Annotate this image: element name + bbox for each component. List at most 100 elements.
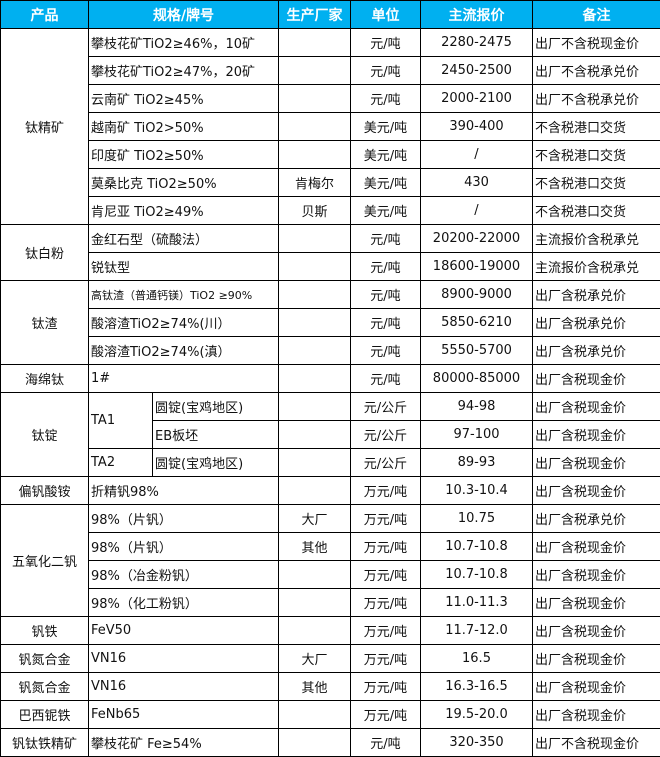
table-row: 五氧化二钒 98%（片钒） 大厂 万元/吨 10.75 出厂含税承兑价 <box>0 504 660 617</box>
maker-cell <box>278 28 351 57</box>
spec-cell: 金红石型（硫酸法） <box>88 224 279 253</box>
grade-cell: TA1 <box>88 392 153 449</box>
maker-cell: 大厂 <box>278 504 351 533</box>
maker-cell <box>278 420 351 449</box>
sub-spec-cell: EB板坯 <box>152 420 279 449</box>
table-row: 云南矿 TiO2≥45% 元/吨 2000-2100 出厂不含税承兑价 <box>1 84 660 113</box>
table-row: TA2 圆锭(宝鸡地区) 元/公斤 89-93 出厂含税现金价 <box>1 448 660 477</box>
maker-cell <box>278 308 351 337</box>
note-cell: 出厂含税承兑价 <box>532 308 660 337</box>
spec-cell: 莫桑比克 TiO2≥50% <box>88 168 279 197</box>
spec-cell: 98%（化工粉钒） <box>88 588 279 617</box>
header-price: 主流报价 <box>420 0 533 29</box>
price-cell: 2000-2100 <box>420 84 533 113</box>
price-cell: 94-98 <box>420 392 533 421</box>
table-row: 越南矿 TiO2>50% 美元/吨 390-400 不含税港口交货 <box>1 112 660 141</box>
product-cell: 钛白粉 <box>0 224 89 281</box>
table-row: 肯尼亚 TiO2≥49% 贝斯 美元/吨 / 不含税港口交货 <box>1 196 660 225</box>
unit-cell: 万元/吨 <box>350 560 421 589</box>
table-row: 钛渣 高钛渣（普通钙镁）TiO2 ≥90% 元/吨 8900-9000 出厂含税承兑价 <box>0 280 660 365</box>
spec-cell: 云南矿 TiO2≥45% <box>88 84 279 113</box>
header-product: 产品 <box>0 0 89 29</box>
spec-cell: 攀枝花矿 Fe≥54% <box>88 728 279 757</box>
header-unit: 单位 <box>350 0 421 29</box>
maker-cell <box>278 616 351 645</box>
maker-cell <box>278 56 351 85</box>
maker-cell <box>278 252 351 281</box>
unit-cell: 美元/吨 <box>350 140 421 169</box>
price-cell: 10.7-10.8 <box>420 560 533 589</box>
table-row: 酸溶渣TiO2≥74%(滇） 元/吨 5550-5700 出厂含税承兑价 <box>1 336 660 365</box>
unit-cell: 万元/吨 <box>350 532 421 561</box>
product-cell: 钛精矿 <box>0 28 89 225</box>
spec-cell: 酸溶渣TiO2≥74%(川） <box>88 308 279 337</box>
table-row: 钛锭 TA1 圆锭(宝鸡地区) 元/公斤 94-98 出厂含税现金价 <box>0 392 660 477</box>
maker-cell: 肯梅尔 <box>278 168 351 197</box>
spec-cell: FeNb65 <box>88 700 279 729</box>
maker-cell <box>278 364 351 393</box>
sub-spec-cell: 圆锭(宝鸡地区) <box>152 448 279 477</box>
unit-cell: 万元/吨 <box>350 672 421 701</box>
price-cell: 19.5-20.0 <box>420 700 533 729</box>
spec-cell: FeV50 <box>88 616 279 645</box>
spec-cell: 酸溶渣TiO2≥74%(滇） <box>88 336 279 365</box>
grade-cell: TA2 <box>88 448 153 477</box>
price-cell: 430 <box>420 168 533 197</box>
note-cell: 主流报价含税承兑 <box>532 224 660 253</box>
note-cell: 出厂含税现金价 <box>532 644 660 673</box>
table-row: 偏钒酸铵 折精钒98% 万元/吨 10.3-10.4 出厂含税现金价 <box>0 476 660 505</box>
maker-cell: 贝斯 <box>278 196 351 225</box>
price-cell: 2450-2500 <box>420 56 533 85</box>
sub-spec-cell: 圆锭(宝鸡地区) <box>152 392 279 421</box>
unit-cell: 元/吨 <box>350 280 421 309</box>
price-cell: 16.3-16.5 <box>420 672 533 701</box>
table-body: 钛精矿 攀枝花矿TiO2≥46%，10矿 元/吨 2280-2475 出厂不含税现金价攀… <box>0 28 660 757</box>
unit-cell: 美元/吨 <box>350 112 421 141</box>
table-row: 钛白粉 金红石型（硫酸法） 元/吨 20200-22000 主流报价含税承兑 <box>0 224 660 281</box>
unit-cell: 元/吨 <box>350 56 421 85</box>
table-row: 锐钛型 元/吨 18600-19000 主流报价含税承兑 <box>1 252 660 281</box>
spec-cell: 1# <box>88 364 279 393</box>
price-cell: 390-400 <box>420 112 533 141</box>
maker-cell <box>278 476 351 505</box>
unit-cell: 元/公斤 <box>350 420 421 449</box>
table-row: 莫桑比克 TiO2≥50% 肯梅尔 美元/吨 430 不含税港口交货 <box>1 168 660 197</box>
maker-cell <box>278 140 351 169</box>
unit-cell: 元/吨 <box>350 336 421 365</box>
price-cell: 18600-19000 <box>420 252 533 281</box>
spec-cell: 攀枝花矿TiO2≥47%，20矿 <box>88 56 279 85</box>
spec-cell: 折精钒98% <box>88 476 279 505</box>
product-cell: 海绵钛 <box>0 364 89 393</box>
unit-cell: 元/吨 <box>350 84 421 113</box>
price-cell: 80000-85000 <box>420 364 533 393</box>
table-row: 98%（片钒） 其他 万元/吨 10.7-10.8 出厂含税现金价 <box>1 532 660 561</box>
product-cell: 钛锭 <box>0 392 89 477</box>
price-cell: / <box>420 196 533 225</box>
price-cell: 11.0-11.3 <box>420 588 533 617</box>
note-cell: 出厂含税承兑价 <box>532 336 660 365</box>
note-cell: 出厂不含税现金价 <box>532 28 660 57</box>
spec-cell: 高钛渣（普通钙镁）TiO2 ≥90% <box>88 280 279 309</box>
unit-cell: 万元/吨 <box>350 616 421 645</box>
header-maker: 生产厂家 <box>278 0 351 29</box>
maker-cell <box>278 280 351 309</box>
table-row: 攀枝花矿TiO2≥47%，20矿 元/吨 2450-2500 出厂不含税承兑价 <box>1 56 660 85</box>
maker-cell <box>278 224 351 253</box>
spec-cell: 98%（片钒） <box>88 532 279 561</box>
note-cell: 主流报价含税承兑 <box>532 252 660 281</box>
price-cell: 320-350 <box>420 728 533 757</box>
unit-cell: 元/公斤 <box>350 392 421 421</box>
price-cell: 97-100 <box>420 420 533 449</box>
note-cell: 出厂含税现金价 <box>532 532 660 561</box>
maker-cell <box>278 336 351 365</box>
unit-cell: 万元/吨 <box>350 644 421 673</box>
spec-cell: 攀枝花矿TiO2≥46%，10矿 <box>88 28 279 57</box>
unit-cell: 元/吨 <box>350 364 421 393</box>
price-cell: 10.75 <box>420 504 533 533</box>
table-row: 海绵钛 1# 元/吨 80000-85000 出厂含税现金价 <box>0 364 660 393</box>
note-cell: 出厂不含税承兑价 <box>532 56 660 85</box>
price-cell: 10.3-10.4 <box>420 476 533 505</box>
price-cell: 10.7-10.8 <box>420 532 533 561</box>
maker-cell <box>278 560 351 589</box>
